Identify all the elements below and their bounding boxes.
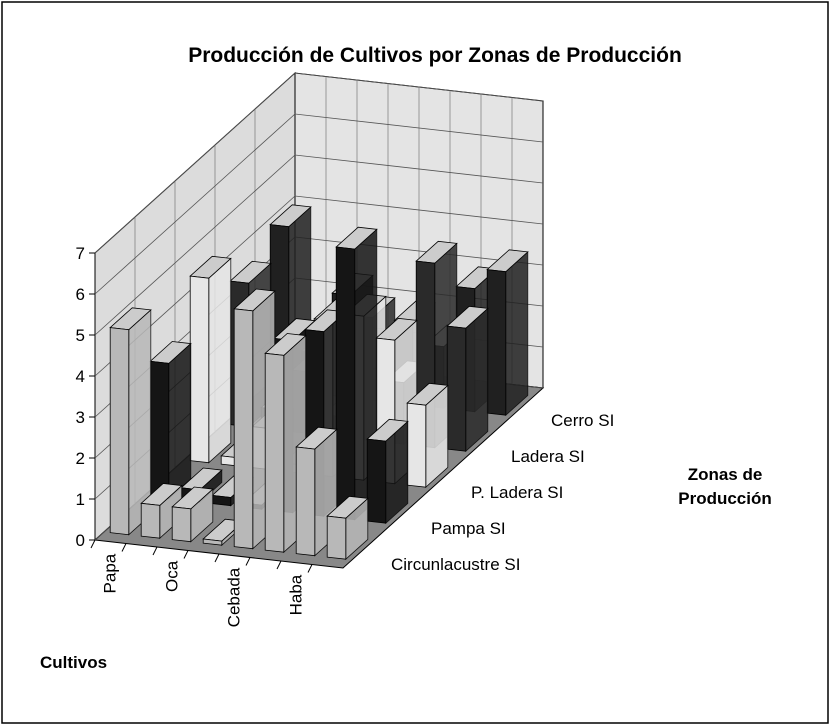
x-tick (245, 557, 251, 566)
bar-front (233, 308, 254, 550)
bar-front (140, 502, 161, 539)
x-tick (152, 546, 158, 556)
x-tick (121, 543, 127, 552)
bar (109, 307, 152, 536)
bar-front (189, 275, 210, 464)
bar-side (465, 307, 489, 453)
z-axis-title: Zonas de Producción (678, 465, 772, 508)
bar-front (171, 506, 192, 543)
bar-front (335, 246, 356, 521)
x-tick-label: Cebada (225, 567, 244, 627)
x-axis-title: Cultivos (40, 653, 107, 672)
x-tick-label: Oca (163, 560, 182, 592)
y-tick-label: 2 (76, 449, 85, 468)
x-tick (183, 550, 189, 559)
y-tick-label: 4 (76, 367, 85, 386)
x-tick-label: Papa (101, 553, 120, 593)
bar (149, 341, 192, 500)
y-tick-label: 0 (76, 531, 85, 550)
bar-side (505, 251, 529, 417)
legend-label: Pampa SI (431, 519, 506, 538)
x-tick (90, 539, 96, 549)
bar-front (295, 446, 316, 557)
bar-front (406, 402, 427, 488)
y-tick-label: 7 (76, 244, 85, 263)
bar (326, 495, 369, 561)
grid-line (94, 154, 544, 336)
legend-label: Ladera SI (511, 447, 585, 466)
bar-front (149, 360, 170, 500)
chart-title: Producción de Cultivos por Zonas de Prod… (188, 44, 682, 67)
legend-label: Circunlacustre SI (391, 555, 520, 574)
x-tick-label: Haba (287, 574, 306, 615)
x-tick (276, 560, 282, 570)
grid-line (94, 113, 544, 295)
bar-side (168, 342, 192, 500)
bar-side (208, 257, 232, 464)
grid-line (94, 72, 544, 254)
bar-front (366, 438, 387, 524)
bar (189, 255, 232, 464)
bar-front (264, 352, 285, 553)
bar-front (211, 494, 232, 507)
bar (406, 382, 449, 489)
bar (446, 305, 489, 453)
bar (171, 486, 214, 543)
bar (486, 249, 529, 417)
bar-front (446, 325, 467, 452)
bar-front (109, 327, 130, 536)
bar-front (202, 538, 223, 546)
bar (366, 418, 409, 525)
x-tick (214, 553, 220, 563)
y-tick-label: 1 (76, 490, 85, 509)
grid-line (94, 195, 544, 377)
bar (140, 483, 183, 540)
bar-front (486, 269, 507, 416)
y-tick-label: 5 (76, 326, 85, 345)
bar-front (326, 515, 347, 560)
x-tick (307, 564, 313, 573)
y-tick-label: 3 (76, 408, 85, 427)
legend-label: Cerro SI (551, 411, 614, 430)
y-tick-label: 6 (76, 285, 85, 304)
legend-label: P. Ladera SI (471, 483, 563, 502)
